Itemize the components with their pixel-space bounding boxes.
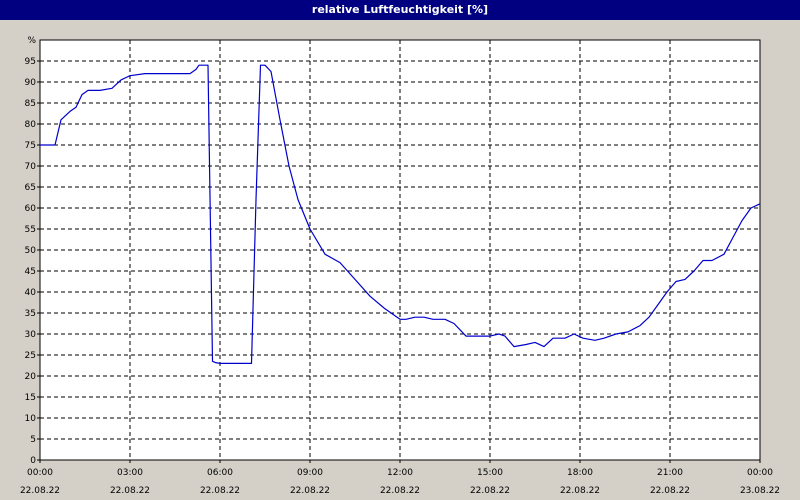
y-axis: 0 5 10 15 20 25 30 35 40 45 50 55 60 65 70 75 80 85 90 95% bbox=[25, 36, 40, 466]
y-tick-label: 90 bbox=[25, 78, 37, 88]
humidity-series-line bbox=[40, 64, 761, 364]
y-tick-label: 80 bbox=[25, 120, 37, 130]
x-tick-date-label: 22.08.22 bbox=[290, 486, 330, 496]
y-tick-label: 50 bbox=[25, 246, 37, 256]
x-tick-time-label: 15:00 bbox=[477, 468, 503, 478]
grid bbox=[40, 40, 760, 460]
chart: 05101520253035404550556065707580859095% … bbox=[20, 36, 780, 496]
y-tick-label: 95 bbox=[25, 57, 36, 67]
y-tick-label: 20 bbox=[25, 372, 37, 382]
series-layer bbox=[40, 64, 761, 364]
x-tick-time-label: 00:00 bbox=[747, 468, 773, 478]
y-tick-label: 30 bbox=[25, 330, 37, 340]
x-tick-time-label: 00:00 bbox=[27, 468, 53, 478]
x-tick-time-label: 03:00 bbox=[117, 468, 143, 478]
x-tick-date-label: 22.08.22 bbox=[560, 486, 600, 496]
y-tick-label: 75 bbox=[25, 141, 36, 151]
y-axis-label: % bbox=[27, 36, 36, 46]
y-tick-label: 15 bbox=[25, 393, 36, 403]
y-tick-label: 10 bbox=[25, 414, 37, 424]
x-tick-date-label: 22.08.22 bbox=[470, 486, 510, 496]
y-tick-label: 5 bbox=[30, 435, 36, 445]
y-tick-label: 25 bbox=[25, 351, 36, 361]
x-axis: 00:00 22.08.22 03:00 22.08.22 06:00 22.08.22 0… bbox=[20, 460, 780, 496]
y-tick-label: 40 bbox=[25, 288, 37, 298]
x-tick-time-label: 21:00 bbox=[657, 468, 683, 478]
x-tick-time-label: 06:00 bbox=[207, 468, 233, 478]
y-tick-label: 0 bbox=[30, 456, 36, 466]
x-tick-date-label: 22.08.22 bbox=[650, 486, 690, 496]
y-tick-label: 45 bbox=[25, 267, 36, 277]
x-tick-time-label: 09:00 bbox=[297, 468, 323, 478]
y-tick-label: 70 bbox=[25, 162, 37, 172]
x-tick-time-label: 12:00 bbox=[387, 468, 413, 478]
y-tick-label: 85 bbox=[25, 99, 36, 109]
x-tick-date-label: 22.08.22 bbox=[20, 486, 60, 496]
x-tick-date-label: 22.08.22 bbox=[110, 486, 150, 496]
y-tick-label: 55 bbox=[25, 225, 36, 235]
chart-title: relative Luftfeuchtigkeit [%] bbox=[0, 0, 800, 20]
x-tick-date-label: 22.08.22 bbox=[200, 486, 240, 496]
x-tick-date-label: 23.08.22 bbox=[740, 486, 780, 496]
y-tick-label: 60 bbox=[25, 204, 37, 214]
x-tick-time-label: 18:00 bbox=[567, 468, 593, 478]
y-tick-label: 35 bbox=[25, 309, 36, 319]
x-tick-date-label: 22.08.22 bbox=[380, 486, 420, 496]
y-tick-label: 65 bbox=[25, 183, 36, 193]
